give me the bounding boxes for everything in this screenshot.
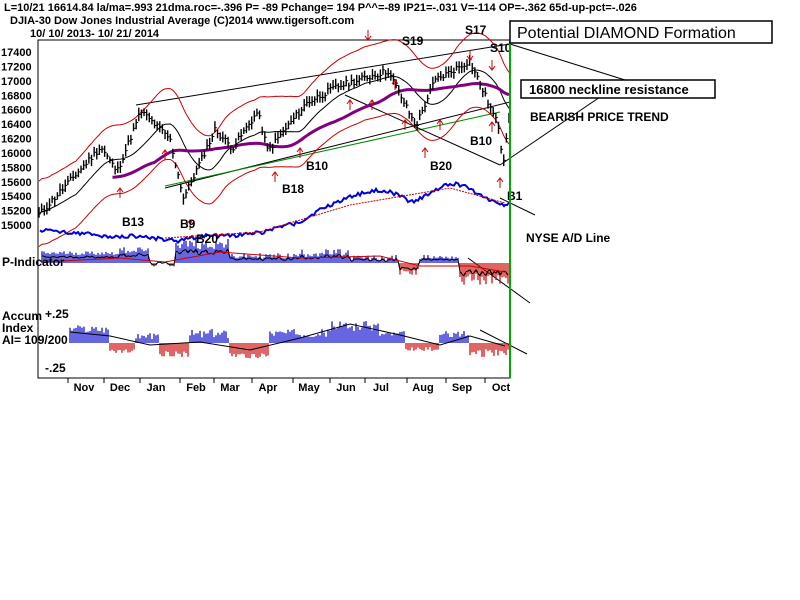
upper-channel-line (135, 43, 511, 106)
buy-arrow-head (271, 171, 279, 177)
ma21-line (38, 69, 510, 215)
x-month-label: Feb (186, 382, 206, 394)
y-tick-label: 15400 (1, 191, 32, 203)
x-month-label: Jun (336, 382, 356, 394)
green-trend-line (164, 111, 501, 187)
y-tick-label: 16600 (1, 105, 32, 117)
accum-histogram (69, 321, 509, 359)
buy-arrow-head (421, 147, 429, 153)
y-tick-label: 15800 (1, 162, 32, 174)
signal-s10: S10 (490, 41, 512, 55)
x-month-label: Sep (452, 382, 472, 394)
y-tick-label: 16200 (1, 134, 32, 146)
p-indicator-line (41, 247, 509, 277)
buy-arrow-head (401, 119, 409, 125)
buy-arrow-head (161, 149, 169, 155)
signal-labels: B13 B9 B20 B18 B10 S19 B20 S17 S10 B10 B… (122, 23, 523, 246)
nyse-ad-text: NYSE A/D Line (526, 231, 611, 245)
accum-ma-line (69, 323, 506, 351)
p-indicator-trend-line (467, 257, 531, 304)
buy-arrow-head (116, 187, 124, 193)
signal-b18: B18 (282, 182, 304, 196)
x-month-label: Nov (74, 382, 96, 394)
header-daterange: 10/ 10/ 2013- 10/ 21/ 2014 (30, 28, 160, 40)
buy-arrow-head (488, 121, 496, 127)
x-month-label: Apr (259, 382, 279, 394)
y-tick-label: 15200 (1, 206, 32, 218)
upper-band (38, 32, 510, 182)
x-month-label: May (298, 382, 320, 394)
y-tick-label: 16000 (1, 148, 32, 160)
index-label: Index (2, 321, 34, 335)
signal-b13: B13 (122, 215, 144, 229)
p-indicator-label: P-Indicator (2, 255, 65, 269)
y-tick-label: 17200 (1, 61, 32, 73)
signal-s19: S19 (402, 34, 424, 48)
trend-lines (135, 43, 626, 355)
y-tick-label: 16800 (1, 90, 32, 102)
p-indicator-ma (41, 251, 506, 273)
y-tick-label: 17400 (1, 47, 32, 59)
buy-arrow-head (436, 119, 444, 125)
sell-arrow-head (488, 65, 496, 71)
price-bars (38, 55, 511, 218)
lower-band (38, 106, 510, 247)
signal-b20-feb: B20 (196, 232, 218, 246)
neckline-box (520, 79, 716, 99)
nyse-ad-line (39, 181, 510, 245)
p-indicator-histogram (41, 239, 509, 285)
x-month-label: Dec (110, 382, 130, 394)
buy-arrow-head (391, 79, 399, 85)
y-tick-labels: 17400 17200 17000 16800 16600 16400 16200 16000… (1, 47, 32, 232)
ad-ma-line (164, 187, 506, 239)
accum-bottom-label: -.25 (45, 361, 66, 375)
header-title: DJIA-30 Dow Jones Industrial Average (C)… (10, 15, 354, 27)
signal-s17: S17 (465, 23, 487, 37)
neckline-text: 16800 neckline resistance (529, 82, 689, 97)
header-stats: L=10/21 16614.84 la/ma=.993 21dma.roc=-.… (4, 2, 637, 14)
sell-arrow-head (364, 35, 372, 41)
x-month-label: Jul (373, 382, 389, 394)
signal-b10-oct: B10 (470, 134, 492, 148)
accum-trend-line (479, 329, 528, 355)
x-month-label: Jan (147, 382, 166, 394)
x-month-labels: Nov Dec Jan Feb Mar Apr May Jun Jul Aug Sep Oct (67, 378, 511, 394)
buy-arrow-head (346, 99, 354, 105)
y-tick-label: 15000 (1, 220, 32, 232)
accum-label: Accum (2, 309, 42, 323)
buy-arrow-head (496, 177, 504, 183)
buy-arrow-head (186, 219, 194, 225)
diamond-right-upper (509, 43, 626, 81)
diamond-box (509, 20, 773, 44)
diamond-lower-left (344, 94, 501, 166)
buy-arrow-head (368, 99, 376, 105)
chart-frame (37, 39, 511, 379)
buy-arrow-head (296, 147, 304, 153)
signal-b9: B9 (180, 217, 196, 231)
signal-b10-may: B10 (306, 159, 328, 173)
signal-arrows (116, 30, 504, 230)
signal-b20-aug: B20 (430, 159, 452, 173)
y-tick-label: 15600 (1, 177, 32, 189)
accum-top-label: +.25 (45, 307, 69, 321)
x-month-label: Mar (220, 382, 240, 394)
ad-trend-line (499, 197, 536, 216)
diamond-text: Potential DIAMOND Formation (517, 25, 736, 42)
y-tick-label: 16400 (1, 119, 32, 131)
lower-channel-line (164, 101, 511, 189)
ai-label: AI= 109/200 (2, 333, 68, 347)
y-tick-label: 17000 (1, 76, 32, 88)
sell-arrow-head (466, 55, 474, 61)
x-month-label: Oct (492, 382, 511, 394)
bearish-text: BEARISH PRICE TREND (530, 110, 669, 124)
ma65-line (112, 81, 510, 179)
x-month-label: Aug (412, 382, 433, 394)
